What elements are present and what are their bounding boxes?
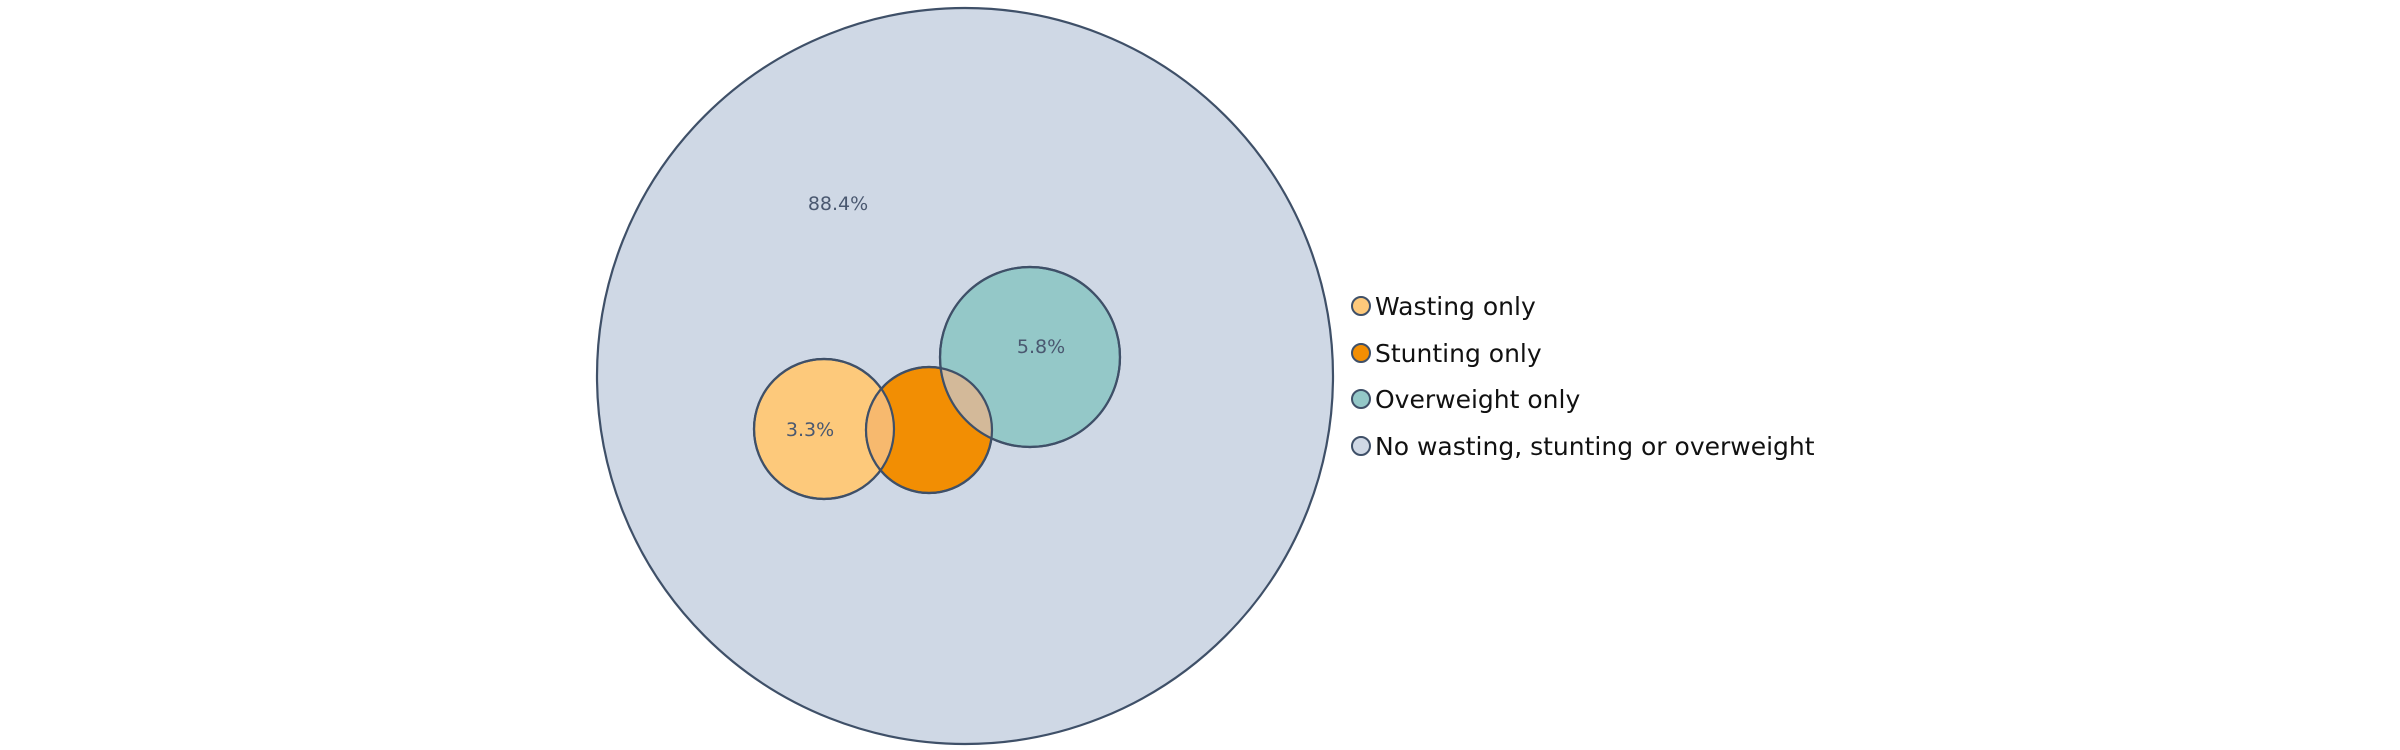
legend-marker-none <box>1351 436 1371 456</box>
circle-outlines <box>752 265 1122 501</box>
legend-marker-stunting <box>1351 343 1371 363</box>
legend-item-wasting: Wasting only <box>1351 292 1536 321</box>
legend-item-none: No wasting, stunting or overweight <box>1351 432 1815 461</box>
legend-label-stunting: Stunting only <box>1375 339 1542 368</box>
legend-item-stunting: Stunting only <box>1351 339 1542 368</box>
outer-region-label: 88.4% <box>808 193 868 215</box>
legend: Wasting only Stunting only Overweight on… <box>1351 292 1815 461</box>
wasting-region-label: 3.3% <box>786 419 834 441</box>
legend-label-none: No wasting, stunting or overweight <box>1375 432 1815 461</box>
legend-marker-overweight <box>1351 389 1371 409</box>
legend-item-overweight: Overweight only <box>1351 385 1580 414</box>
overweight-region-label: 5.8% <box>1017 336 1065 358</box>
legend-marker-wasting <box>1351 296 1371 316</box>
legend-label-overweight: Overweight only <box>1375 385 1580 414</box>
legend-label-wasting: Wasting only <box>1375 292 1536 321</box>
